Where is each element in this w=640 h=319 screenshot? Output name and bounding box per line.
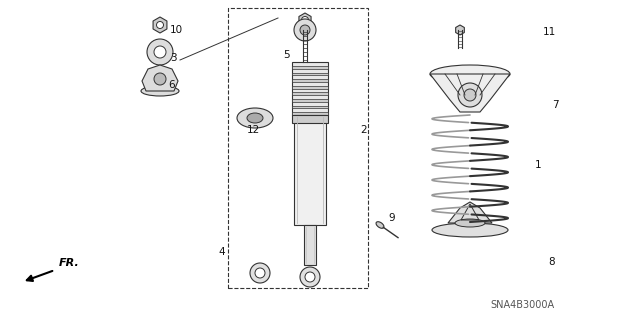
Bar [292,106,328,108]
Circle shape [147,39,173,65]
Polygon shape [448,202,492,223]
Circle shape [154,46,166,58]
Circle shape [154,73,166,85]
Ellipse shape [430,65,510,83]
Text: 1: 1 [535,160,541,170]
Circle shape [305,272,315,282]
Bar [292,62,328,115]
Bar [292,93,328,95]
Bar [292,79,328,82]
Circle shape [300,25,310,35]
Polygon shape [456,25,465,35]
Ellipse shape [432,223,508,237]
Bar [292,112,328,115]
Bar [292,86,328,88]
Circle shape [294,19,316,41]
Text: 4: 4 [218,247,225,257]
Polygon shape [299,13,311,27]
Polygon shape [153,17,167,33]
Bar [292,66,328,69]
Bar [292,99,328,102]
Ellipse shape [141,86,179,96]
Ellipse shape [237,108,273,128]
Text: 8: 8 [548,257,555,267]
Text: 5: 5 [283,50,290,60]
Text: SNA4B3000A: SNA4B3000A [490,300,554,310]
Text: 7: 7 [552,100,559,110]
Bar [292,115,328,123]
Polygon shape [142,65,178,91]
Polygon shape [430,74,510,112]
Circle shape [255,268,265,278]
Text: 10: 10 [170,25,183,35]
Text: FR.: FR. [59,258,80,268]
Text: 2: 2 [360,125,367,135]
Ellipse shape [376,222,384,228]
Circle shape [300,267,320,287]
Text: 6: 6 [168,80,175,90]
Circle shape [157,21,163,28]
Bar [292,73,328,75]
Circle shape [458,83,482,107]
Circle shape [464,89,476,101]
Bar [294,115,326,225]
Ellipse shape [247,113,263,123]
Bar [228,8,368,288]
Ellipse shape [455,219,485,227]
Bar [304,225,316,265]
Text: 3: 3 [170,53,177,63]
Text: 11: 11 [543,27,556,37]
Text: 9: 9 [388,213,395,223]
Circle shape [301,17,308,24]
Circle shape [250,263,270,283]
Text: 12: 12 [247,125,260,135]
